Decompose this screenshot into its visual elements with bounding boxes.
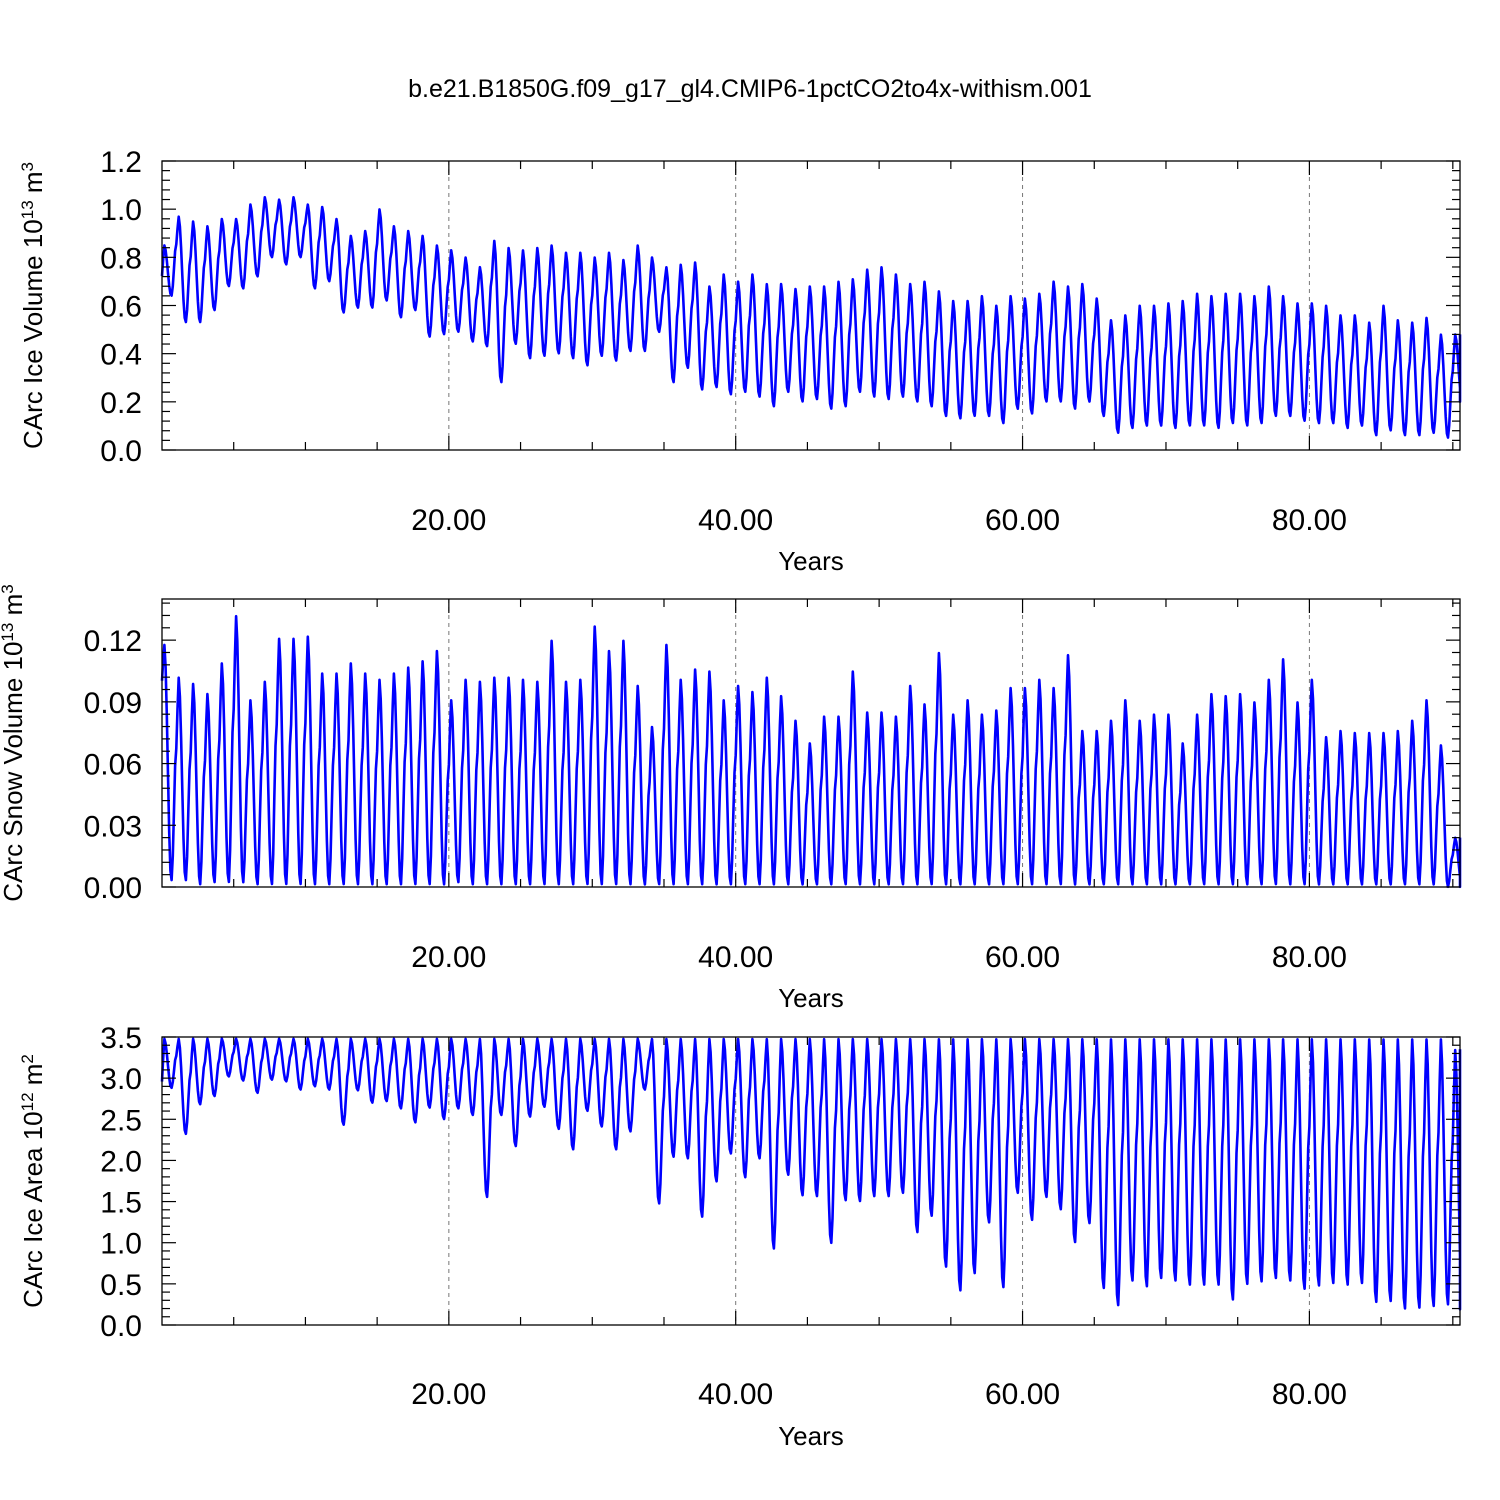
y-tick-label: 0.8 <box>100 242 142 275</box>
y-tick-label: 1.5 <box>100 1187 142 1220</box>
y-tick-label: 0.12 <box>84 625 142 658</box>
y-tick-label: 0.5 <box>100 1269 142 1302</box>
x-axis-title: Years <box>778 1421 844 1451</box>
y-tick-label: 0.4 <box>100 339 142 372</box>
y-tick-label: 0.2 <box>100 387 142 420</box>
x-axis-title: Years <box>778 546 844 576</box>
series-line <box>160 614 1462 889</box>
y-tick-label: 0.03 <box>84 810 142 843</box>
y-tick-label: 0.0 <box>100 435 142 468</box>
x-tick-label: 40.00 <box>698 504 773 537</box>
panel-2: 20.00 40.00 60.00 80.00 Years 0.00 0.03 0.06 0.0… <box>0 584 1462 1013</box>
y-axis-title: CArc Ice Area 1012 m2 <box>18 1054 49 1308</box>
plot-frame <box>161 1036 1461 1326</box>
y-tick-label: 1.0 <box>100 194 142 227</box>
y-tick-label: 1.0 <box>100 1228 142 1261</box>
x-tick-label: 40.00 <box>698 1378 773 1411</box>
y-tick-label: 0.00 <box>84 872 142 905</box>
x-tick-label: 80.00 <box>1272 504 1347 537</box>
x-tick-label: 60.00 <box>985 941 1060 974</box>
plot-frame <box>161 598 1461 888</box>
y-tick-label: 0.6 <box>100 291 142 324</box>
panel-1: 20.00 40.00 60.00 80.00 Years 0.0 0.2 0.4 0.6 0.8… <box>18 146 1462 576</box>
x-tick-label: 60.00 <box>985 1378 1060 1411</box>
panels: 20.00 40.00 60.00 80.00 Years 0.0 0.2 0.4 0.6 0.8… <box>0 146 1462 1451</box>
panel-3: 20.00 40.00 60.00 80.00 Years 0.0 0.5 1.0 1.5 2.0… <box>18 1022 1462 1451</box>
y-tick-label: 2.0 <box>100 1145 142 1178</box>
y-tick-label: 0.06 <box>84 749 142 782</box>
x-tick-label: 20.00 <box>411 504 486 537</box>
x-tick-label: 80.00 <box>1272 1378 1347 1411</box>
x-tick-label: 20.00 <box>411 1378 486 1411</box>
y-tick-label: 3.5 <box>100 1022 142 1055</box>
y-tick-label: 0.0 <box>100 1310 142 1343</box>
x-tick-label: 20.00 <box>411 941 486 974</box>
y-tick-label: 0.09 <box>84 687 142 720</box>
series-line <box>160 196 1462 439</box>
series-line <box>160 1037 1462 1311</box>
y-tick-label: 2.5 <box>100 1104 142 1137</box>
x-tick-label: 60.00 <box>985 504 1060 537</box>
x-tick-label: 40.00 <box>698 941 773 974</box>
x-tick-label: 80.00 <box>1272 941 1347 974</box>
y-axis-title: CArc Snow Volume 1013 m3 <box>0 584 28 901</box>
x-axis-title: Years <box>778 983 844 1013</box>
chart-title: b.e21.B1850G.f09_g17_gl4.CMIP6-1pctCO2to… <box>408 75 1092 103</box>
y-tick-label: 3.0 <box>100 1063 142 1096</box>
y-axis-title: CArc Ice Volume 1013 m3 <box>18 162 49 449</box>
y-tick-label: 1.2 <box>100 146 142 179</box>
